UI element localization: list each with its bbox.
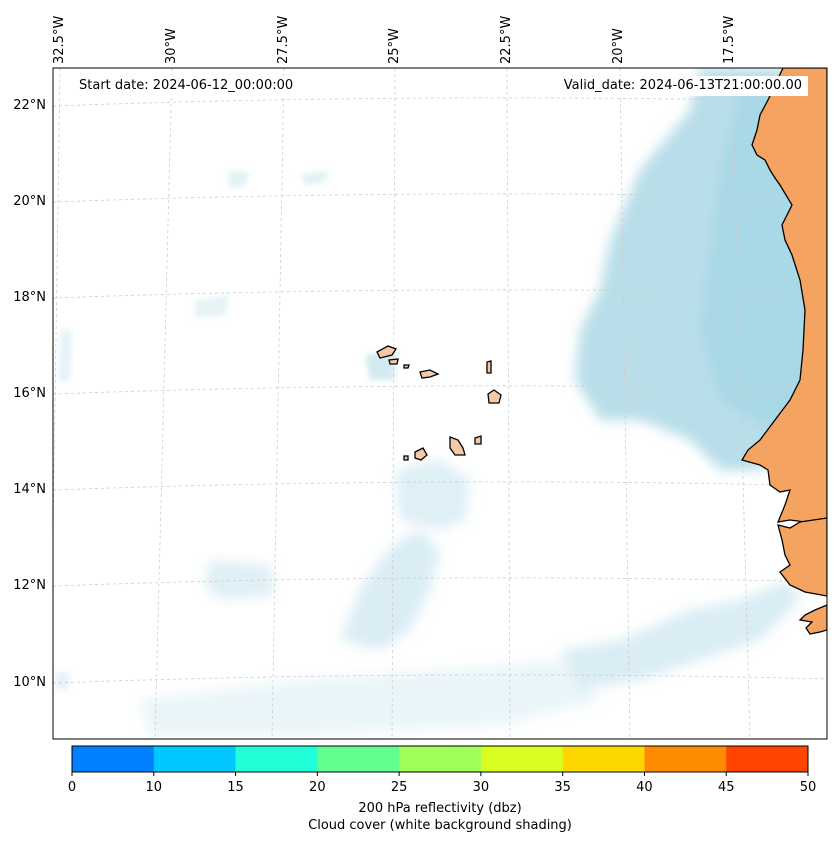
- parallel-line-0: [53, 97, 827, 107]
- colorbar-segment: [399, 746, 482, 772]
- latitude-label: 18°N: [13, 290, 46, 305]
- island-sao-nicolau: [419, 369, 440, 379]
- colorbar-tick-label: 10: [145, 780, 163, 795]
- valid-date-label: Valid_date: 2024-06-13T21:00:00.00: [557, 76, 808, 96]
- africa-coast: [741, 68, 827, 523]
- colorbar-label-line1: 200 hPa reflectivity (dbz): [358, 801, 522, 816]
- meridian-line-5: [619, 68, 631, 739]
- longitude-label: 25°W: [387, 28, 402, 64]
- colorbar-segment: [480, 746, 564, 772]
- colorbar-label-line2: Cloud cover (white background shading): [308, 818, 572, 833]
- parallel-line-4: [53, 481, 827, 491]
- latitude-label: 22°N: [13, 98, 46, 113]
- cloud-band-southeast: [560, 580, 800, 690]
- graticule: [53, 68, 827, 739]
- longitude-label: 30°W: [164, 28, 179, 64]
- meridian-line-3: [391, 68, 396, 739]
- colorbar-frame: [71, 745, 809, 773]
- colorbar: [71, 745, 809, 776]
- colorbar-segment: [644, 746, 727, 772]
- colorbar-tick-label: 35: [554, 780, 571, 795]
- colorbar-segment: [317, 746, 400, 772]
- colorbar-segment: [562, 746, 645, 772]
- colorbar-segment: [726, 746, 809, 772]
- latitude-label: 12°N: [13, 578, 46, 593]
- senegal-gambia-coast: [777, 517, 827, 597]
- colorbar-segment: [72, 746, 155, 772]
- island-sao-vicente: [388, 358, 399, 365]
- latitude-label: 16°N: [13, 386, 46, 401]
- colorbar-tick-label: 50: [799, 780, 817, 795]
- parallel-line-1: [53, 193, 827, 203]
- colorbar-tick-label: 25: [390, 780, 408, 795]
- cloud-patch-northwest: [228, 170, 250, 188]
- colorbar-tick-label: 45: [717, 780, 735, 795]
- colorbar-tick-label: 15: [227, 780, 244, 795]
- colorbar-tick-label: 20: [309, 780, 326, 795]
- meridian-line-4: [506, 68, 511, 739]
- latitude-label: 10°N: [13, 675, 46, 690]
- colorbar-segment: [153, 746, 237, 772]
- longitude-label: 27.5°W: [276, 15, 291, 64]
- cloud-patch-islands: [365, 350, 395, 380]
- latitude-label: 14°N: [13, 482, 46, 497]
- island-sal: [486, 360, 492, 374]
- meridian-line-1: [154, 68, 173, 739]
- meridian-line-6: [731, 68, 751, 739]
- longitude-label: 32.5°W: [52, 15, 67, 64]
- cloud-streak-south: [340, 530, 440, 650]
- island-santo-antao: [376, 345, 397, 359]
- island-brava: [403, 455, 409, 461]
- cloud-patch-west-edge: [58, 330, 72, 382]
- cloud-patch-mid-west: [195, 295, 230, 318]
- latitude-label: 20°N: [13, 194, 46, 209]
- cloud-patch-southwest: [55, 672, 70, 690]
- longitude-label: 22.5°W: [499, 15, 514, 64]
- parallel-line-6: [53, 674, 827, 684]
- island-santiago: [449, 436, 466, 456]
- map-frame: [52, 67, 828, 740]
- colorbar-segment: [235, 746, 318, 772]
- parallel-line-5: [53, 577, 827, 587]
- longitude-label: 17.5°W: [722, 15, 737, 64]
- meridian-line-2: [271, 68, 285, 739]
- island-boa-vista: [487, 389, 502, 404]
- colorbar-tick-label: 0: [67, 780, 77, 795]
- colorbar-tick-label: 40: [636, 780, 653, 795]
- island-santa-luzia: [403, 364, 410, 369]
- island-maio: [474, 435, 482, 445]
- parallel-line-2: [53, 289, 827, 299]
- longitude-label: 20°W: [611, 28, 626, 64]
- parallel-line-3: [53, 385, 827, 395]
- cloud-streak-west: [205, 560, 275, 600]
- guinea-coast: [798, 604, 827, 635]
- cloud-wash-south: [140, 660, 600, 735]
- cloud-streak-center: [395, 460, 470, 530]
- colorbar-tick-label: 30: [472, 780, 490, 795]
- island-fogo: [414, 447, 428, 461]
- start-date-label: Start date: 2024-06-12_00:00:00: [73, 76, 300, 96]
- land-layer: [376, 68, 827, 635]
- cloud-patch-north: [300, 170, 330, 185]
